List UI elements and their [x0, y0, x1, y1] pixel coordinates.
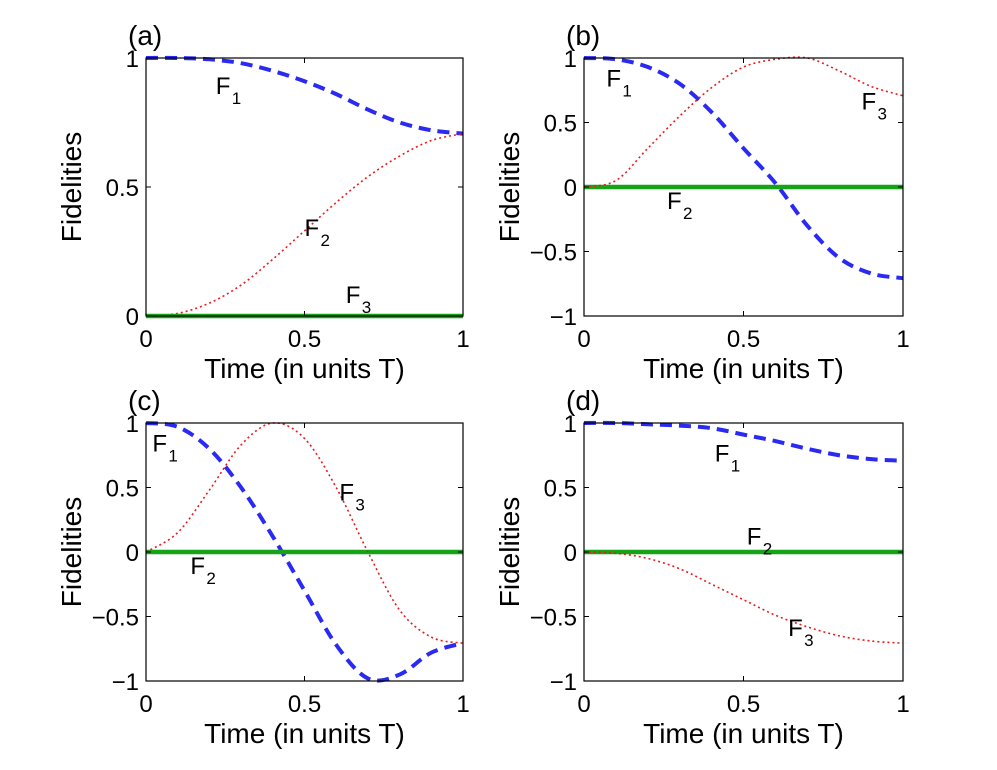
curve-label-letter: F [788, 615, 803, 642]
panel-d: 0 0.5 1 −1 −0.5 0 0.5 1 Time (in units T) Fidelit… [494, 385, 910, 749]
series-line-f1 [146, 421, 463, 683]
panel-label: (d) [566, 385, 600, 416]
series-line-f3 [146, 422, 463, 644]
y-axis-label: Fidelities [56, 497, 87, 607]
curve-label-letter: F [305, 215, 320, 242]
x-tick-label: 0 [577, 326, 590, 353]
x-tick-label: 0.5 [727, 326, 760, 353]
y-tick-label: 0 [564, 175, 577, 202]
y-tick-label: 1 [564, 411, 577, 438]
x-axis-label: Time (in units T) [204, 718, 405, 749]
panel-a: 0 0.5 1 0 0.5 1 Time (in units T) Fidelities (a)… [56, 20, 470, 384]
curve-label-subscript: 2 [321, 231, 330, 250]
curve-label-subscript: 3 [355, 495, 364, 514]
curve-label-subscript: 1 [232, 89, 241, 108]
y-tick-label: 0 [564, 540, 577, 567]
y-tick-label: 1 [126, 46, 139, 73]
series-line-f3 [584, 551, 903, 644]
curve-label-subscript: 2 [206, 569, 215, 588]
x-tick-label: 1 [896, 326, 909, 353]
panel-label: (c) [128, 385, 161, 416]
curve-label-letter: F [715, 441, 730, 468]
y-axis-label: Fidelities [494, 132, 525, 242]
x-tick-label: 0 [139, 326, 152, 353]
curve-label-subscript: 1 [622, 81, 631, 100]
x-tick-label: 0.5 [288, 691, 321, 718]
x-tick-label: 0.5 [727, 691, 760, 718]
y-tick-label: −0.5 [92, 605, 139, 632]
curve-label-letter: F [190, 553, 205, 580]
series-line-f1 [584, 420, 903, 463]
panel-b: 0 0.5 1 −1 −0.5 0 0.5 1 Time (in units T) Fidelit… [494, 20, 910, 384]
y-tick-label: 0.5 [106, 175, 139, 202]
y-tick-label: −1 [112, 669, 139, 696]
x-tick-label: 0 [139, 691, 152, 718]
curve-label-letter: F [606, 65, 621, 92]
curve-label-subscript: 3 [362, 298, 371, 317]
x-tick-label: 1 [456, 691, 469, 718]
x-axis-label: Time (in units T) [643, 718, 844, 749]
series-line-f1 [584, 56, 903, 281]
x-tick-label: 1 [456, 326, 469, 353]
y-tick-label: −0.5 [530, 605, 577, 632]
y-tick-label: 0 [126, 540, 139, 567]
curve-label-subscript: 2 [683, 204, 692, 223]
y-tick-label: −0.5 [530, 240, 577, 267]
curve-label-letter: F [747, 523, 762, 550]
y-axis-label: Fidelities [494, 497, 525, 607]
curve-label-letter: F [346, 282, 361, 309]
curve-label-subscript: 1 [731, 457, 740, 476]
x-axis-label: Time (in units T) [643, 353, 844, 384]
y-tick-label: 1 [126, 411, 139, 438]
curve-label-subscript: 2 [763, 539, 772, 558]
curve-label-letter: F [667, 188, 682, 215]
y-tick-label: −1 [550, 304, 577, 331]
series-line-f1 [146, 55, 463, 136]
curve-label-letter: F [216, 73, 231, 100]
series-line-f2 [146, 132, 463, 317]
curve-label-subscript: 3 [878, 105, 887, 124]
y-tick-label: 0.5 [106, 476, 139, 503]
curve-label-letter: F [152, 430, 167, 457]
x-tick-label: 0.5 [288, 326, 321, 353]
panel-c: 0 0.5 1 −1 −0.5 0 0.5 1 Time (in units T) Fidelit… [56, 385, 470, 749]
x-tick-label: 0 [577, 691, 590, 718]
curve-label-letter: F [339, 479, 354, 506]
y-axis-label: Fidelities [56, 132, 87, 242]
x-axis-label: Time (in units T) [204, 353, 405, 384]
x-tick-label: 1 [896, 691, 909, 718]
y-tick-label: 0 [126, 304, 139, 331]
curve-label-subscript: 3 [804, 631, 813, 650]
y-tick-label: 1 [564, 46, 577, 73]
curve-label-subscript: 1 [168, 446, 177, 465]
y-tick-label: −1 [550, 669, 577, 696]
axes-frame [145, 57, 464, 317]
panel-label: (a) [128, 20, 162, 51]
panel-label: (b) [566, 20, 600, 51]
series-line-f3 [584, 56, 903, 188]
curve-label-letter: F [862, 89, 877, 116]
y-tick-label: 0.5 [544, 476, 577, 503]
y-tick-label: 0.5 [544, 111, 577, 138]
